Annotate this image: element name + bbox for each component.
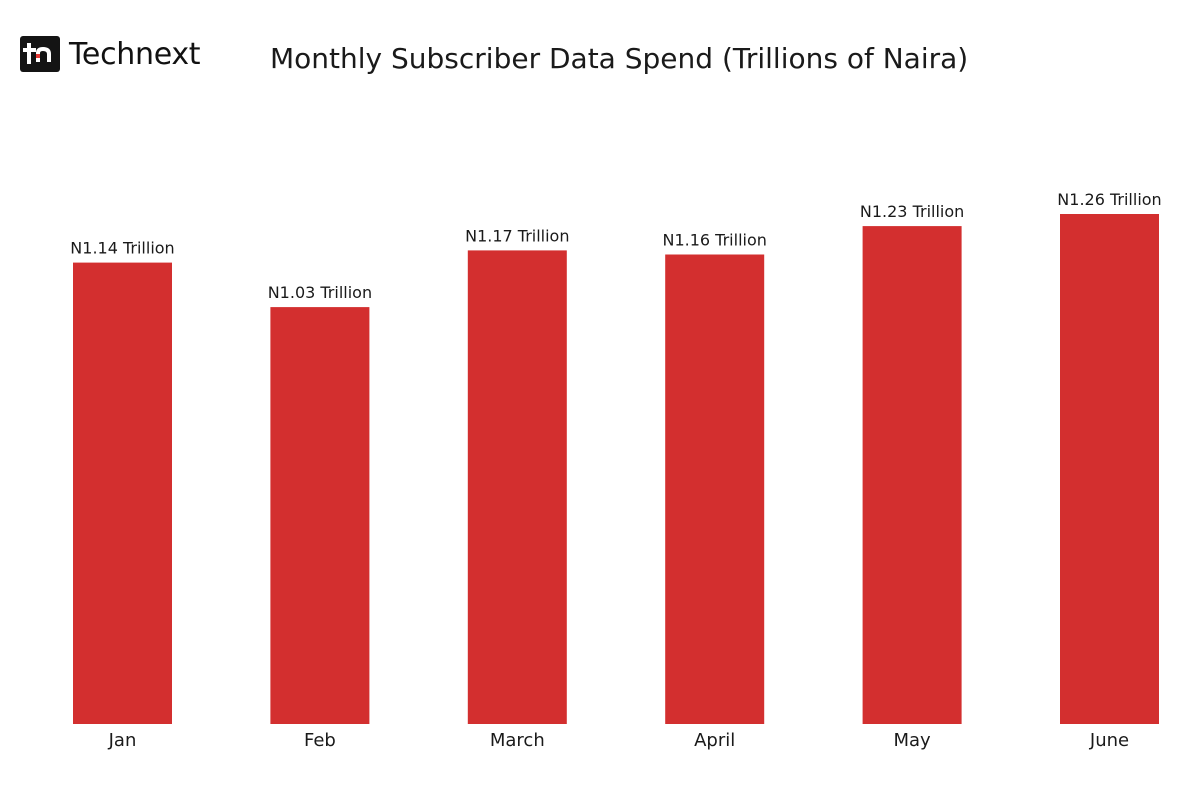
tn-logo-icon — [20, 36, 60, 72]
category-label-march: March — [490, 730, 545, 751]
bar-feb — [270, 307, 370, 724]
category-label-feb: Feb — [304, 730, 336, 751]
category-label-april: April — [694, 730, 735, 751]
bar-april — [665, 254, 765, 724]
bar-jan — [73, 262, 172, 724]
data-label-feb: N1.03 Trillion — [268, 283, 372, 302]
brand-logo: Technext — [20, 34, 201, 74]
category-label-may: May — [893, 730, 931, 751]
bar-may — [862, 226, 962, 724]
data-label-june: N1.26 Trillion — [1057, 190, 1161, 209]
bar-march — [467, 250, 567, 724]
data-label-april: N1.16 Trillion — [663, 231, 767, 250]
category-label-jan: Jan — [108, 730, 137, 751]
data-label-march: N1.17 Trillion — [465, 226, 569, 245]
data-label-may: N1.23 Trillion — [860, 202, 964, 221]
bar-june — [1060, 214, 1159, 724]
bars-group — [73, 214, 1159, 724]
data-label-jan: N1.14 Trillion — [70, 239, 174, 258]
data-labels-group: N1.14 Trillion N1.03 Trillion N1.17 Trilli… — [70, 190, 1161, 302]
brand-name: Technext — [69, 36, 201, 72]
chart-title: Monthly Subscriber Data Spend (Trillions… — [270, 42, 969, 75]
category-labels-group: Jan Feb March April May June — [108, 730, 1129, 751]
category-label-june: June — [1089, 730, 1129, 751]
